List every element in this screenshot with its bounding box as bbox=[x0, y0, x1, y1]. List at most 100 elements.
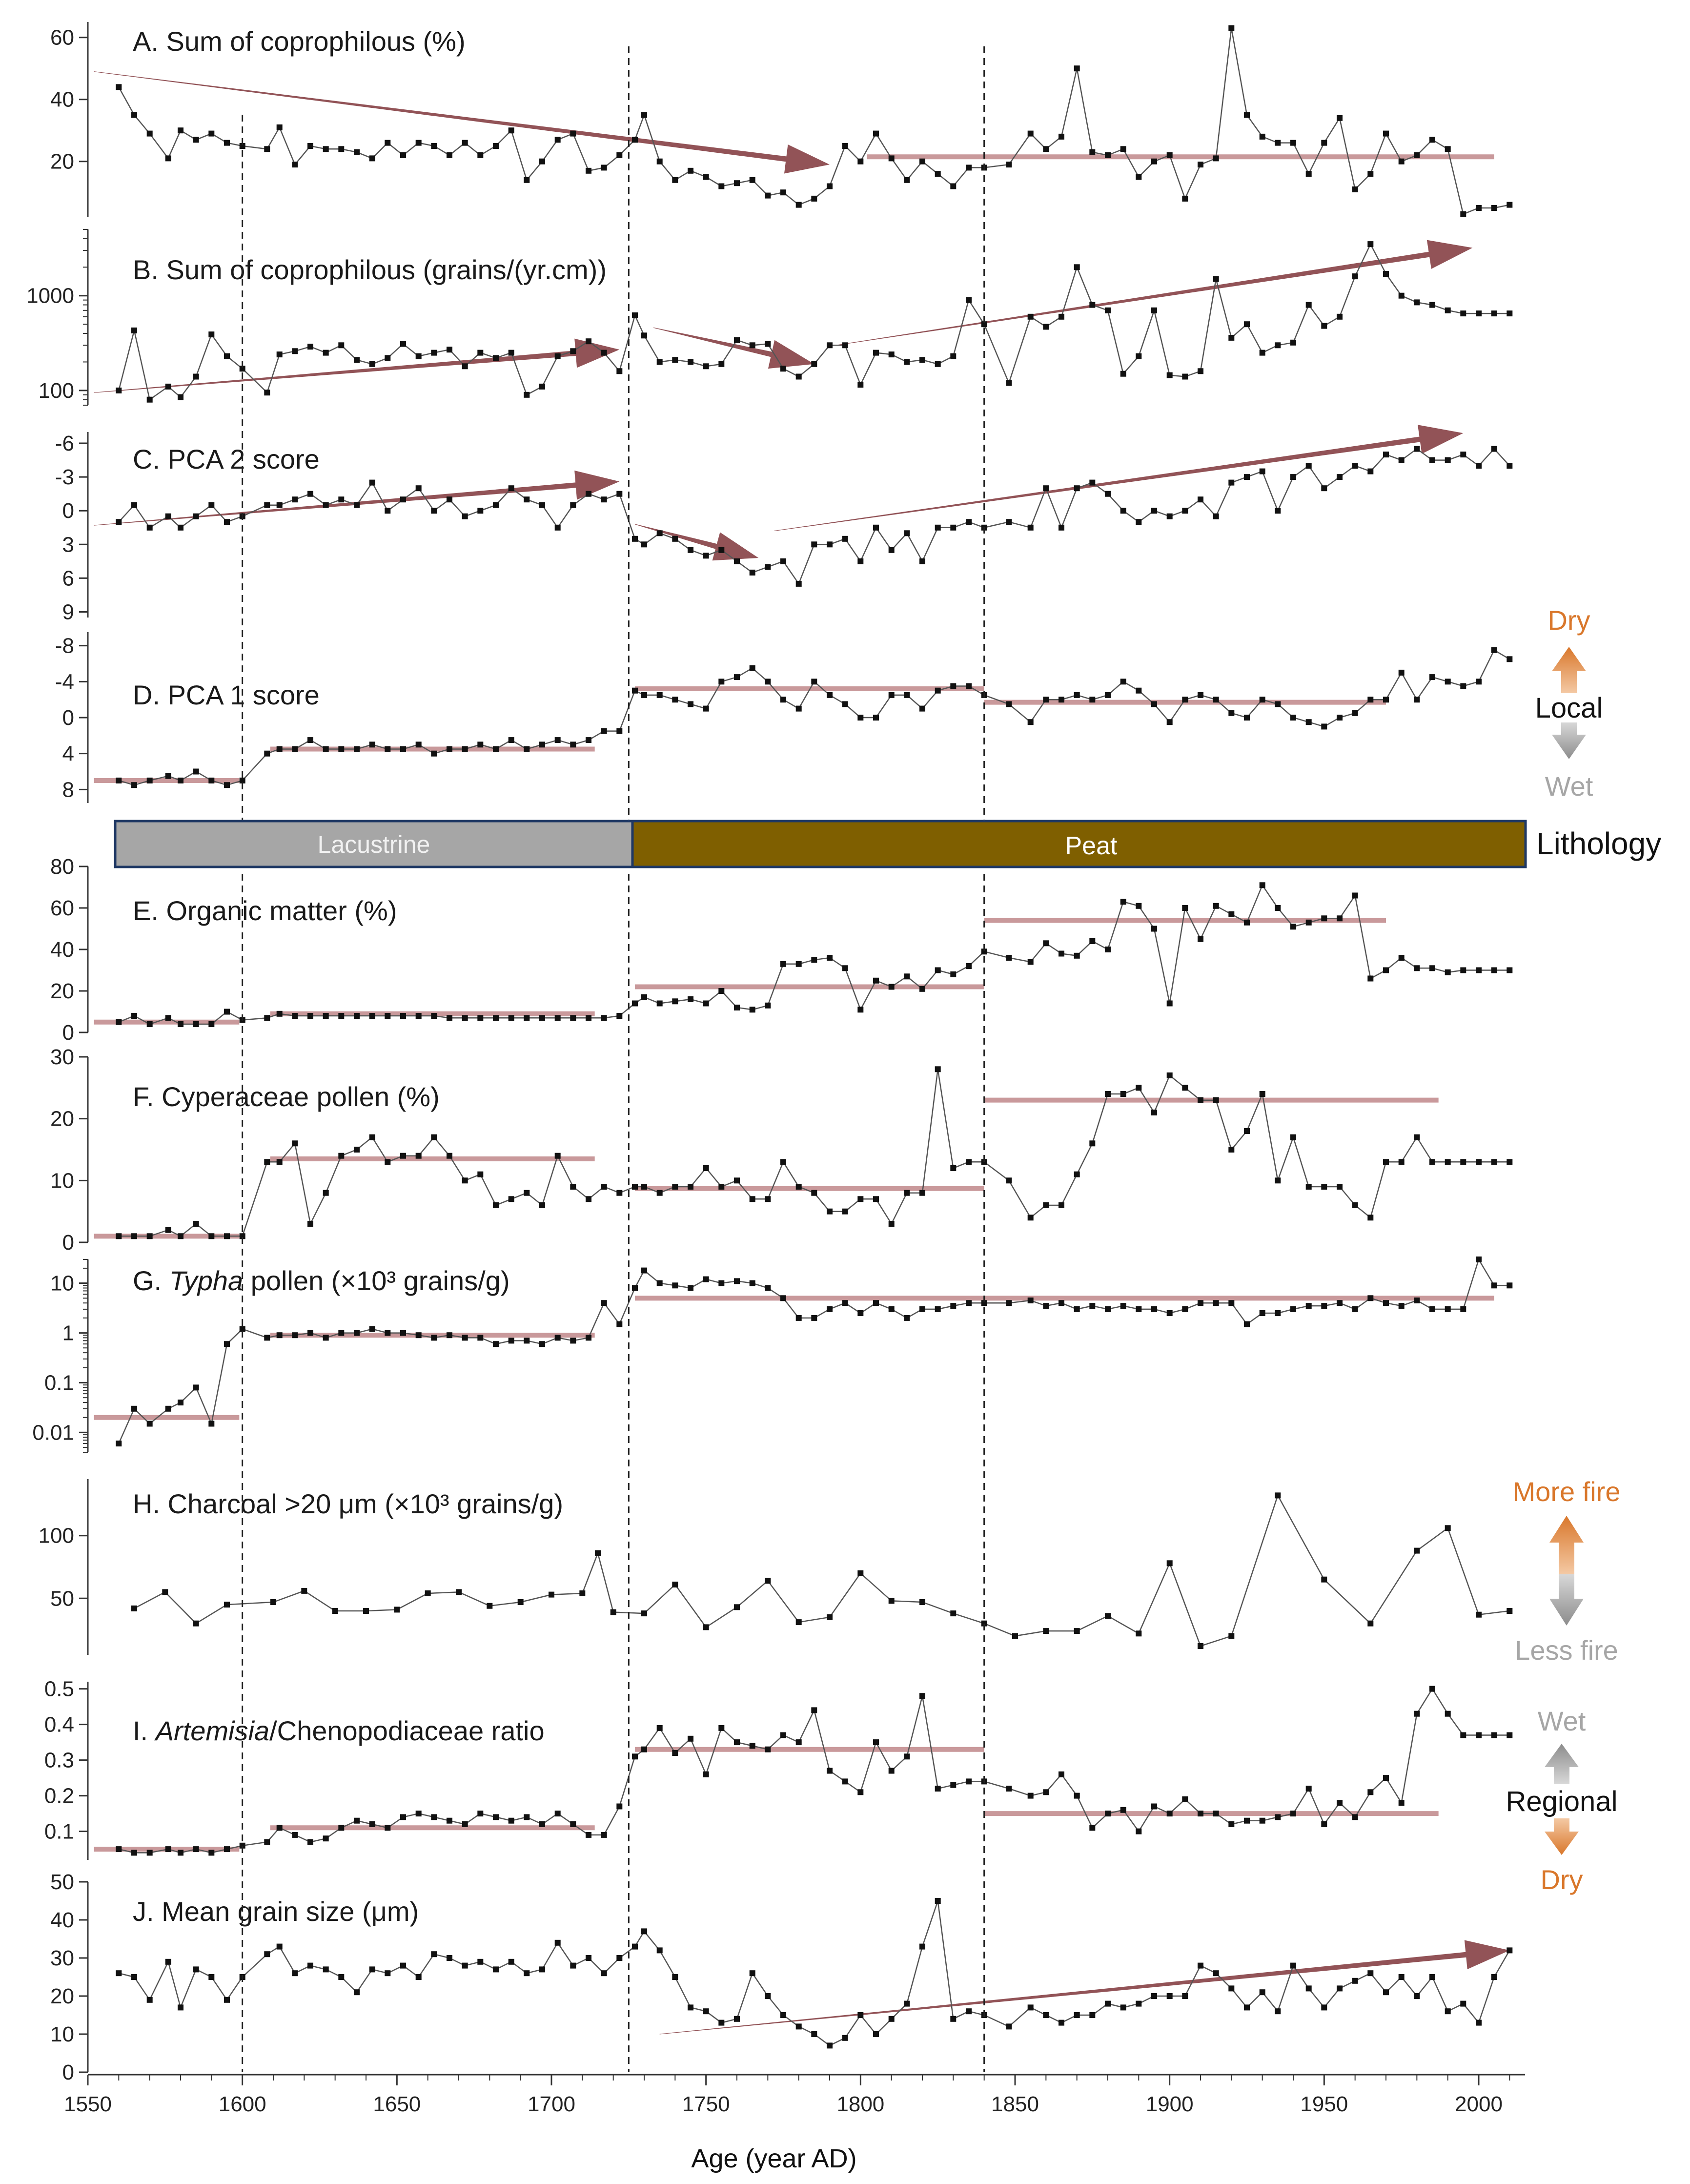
data-point bbox=[1290, 339, 1296, 346]
data-point bbox=[1136, 1828, 1142, 1834]
data-point bbox=[1491, 1159, 1497, 1165]
data-point bbox=[400, 1962, 406, 1969]
data-point bbox=[570, 1338, 576, 1344]
data-point bbox=[1120, 679, 1126, 685]
data-point bbox=[888, 2016, 895, 2022]
data-point bbox=[276, 1159, 283, 1165]
data-point bbox=[385, 746, 391, 752]
data-point bbox=[641, 1267, 647, 1274]
data-point bbox=[888, 547, 895, 553]
data-point bbox=[1213, 155, 1219, 162]
data-point bbox=[873, 977, 879, 984]
data-point bbox=[688, 1735, 693, 1742]
data-point bbox=[795, 2023, 802, 2030]
boundary-lines bbox=[242, 46, 985, 2072]
data-point bbox=[857, 1007, 864, 1013]
panel-f: 0 10 20 30 F. Cyperaceae pollen (%) bbox=[50, 1045, 1513, 1255]
data-point bbox=[1074, 692, 1080, 698]
panel-title: J. Mean grain size (μm) bbox=[133, 1896, 419, 1927]
data-point bbox=[508, 737, 514, 743]
data-point bbox=[539, 158, 545, 165]
data-point bbox=[827, 955, 833, 961]
data-point bbox=[1259, 1817, 1265, 1824]
data-point bbox=[224, 1233, 230, 1239]
data-point bbox=[524, 1190, 530, 1196]
data-point bbox=[1074, 2012, 1080, 2018]
data-point bbox=[1429, 1974, 1435, 1980]
data-point bbox=[307, 737, 313, 743]
data-point bbox=[1166, 1560, 1173, 1566]
data-point bbox=[332, 1608, 338, 1614]
data-point bbox=[431, 1951, 437, 1957]
data-point bbox=[1507, 202, 1513, 208]
data-point bbox=[1507, 656, 1513, 662]
data-point bbox=[1213, 1970, 1219, 1977]
data-point bbox=[1089, 2012, 1096, 2018]
data-point bbox=[1491, 1282, 1497, 1289]
data-point bbox=[1445, 146, 1451, 152]
data-point bbox=[131, 1233, 137, 1239]
x-tick-label: 1850 bbox=[991, 2092, 1039, 2116]
data-point bbox=[1259, 1091, 1265, 1097]
data-point bbox=[1027, 2004, 1034, 2011]
data-point bbox=[493, 502, 499, 508]
y-tick-label: 40 bbox=[50, 938, 74, 962]
data-point bbox=[477, 1811, 484, 1817]
data-point bbox=[146, 1850, 153, 1856]
data-point bbox=[1006, 1177, 1012, 1184]
data-point bbox=[508, 1196, 514, 1202]
data-point bbox=[146, 1997, 153, 2003]
data-point bbox=[1337, 1184, 1343, 1190]
data-point bbox=[369, 155, 375, 162]
data-point bbox=[1027, 719, 1034, 725]
data-point bbox=[1305, 919, 1312, 926]
data-point bbox=[338, 1974, 345, 1980]
y-tick-label: 60 bbox=[50, 26, 74, 50]
panel-title: B. Sum of coprophilous (grains/(yr.cm)) bbox=[133, 254, 607, 285]
data-point bbox=[734, 1604, 740, 1610]
regional-moisture-indicator: Wet Regional Dry bbox=[1506, 1706, 1618, 1895]
data-point bbox=[672, 1750, 678, 1756]
data-point bbox=[780, 961, 786, 967]
data-point bbox=[1120, 899, 1126, 905]
data-point bbox=[616, 1955, 623, 1961]
data-point bbox=[1337, 1300, 1343, 1306]
data-point bbox=[539, 1966, 545, 1973]
data-point bbox=[1476, 679, 1482, 685]
y-tick-label: 30 bbox=[50, 1045, 74, 1069]
y-tick-label: -8 bbox=[55, 634, 74, 658]
data-point bbox=[641, 692, 647, 698]
y-tick-label: 20 bbox=[50, 979, 74, 1003]
data-point bbox=[292, 1013, 298, 1019]
data-point bbox=[1321, 2004, 1327, 2011]
data-point bbox=[1398, 1974, 1405, 1980]
data-point bbox=[554, 1811, 561, 1817]
data-point bbox=[400, 152, 406, 158]
data-point bbox=[208, 331, 215, 338]
data-point bbox=[656, 1000, 663, 1007]
data-point bbox=[656, 158, 663, 165]
data-point bbox=[549, 1591, 554, 1598]
data-point bbox=[827, 183, 833, 189]
data-point bbox=[1136, 1306, 1142, 1312]
data-point bbox=[385, 1330, 391, 1336]
data-point bbox=[477, 1958, 484, 1965]
data-point bbox=[857, 158, 864, 165]
data-point bbox=[415, 140, 422, 146]
data-point bbox=[415, 1332, 422, 1339]
data-point bbox=[1445, 307, 1451, 313]
data-point bbox=[116, 84, 122, 90]
data-point bbox=[780, 558, 786, 564]
data-point bbox=[369, 479, 375, 486]
data-point bbox=[703, 1276, 709, 1282]
data-point bbox=[193, 1846, 199, 1853]
data-point bbox=[508, 485, 514, 492]
data-point bbox=[493, 1814, 499, 1820]
data-point bbox=[1089, 938, 1096, 944]
data-point bbox=[1043, 324, 1049, 330]
data-point bbox=[193, 1021, 199, 1027]
data-point bbox=[641, 332, 647, 339]
data-point bbox=[1151, 701, 1157, 707]
data-point bbox=[1476, 2019, 1482, 2026]
